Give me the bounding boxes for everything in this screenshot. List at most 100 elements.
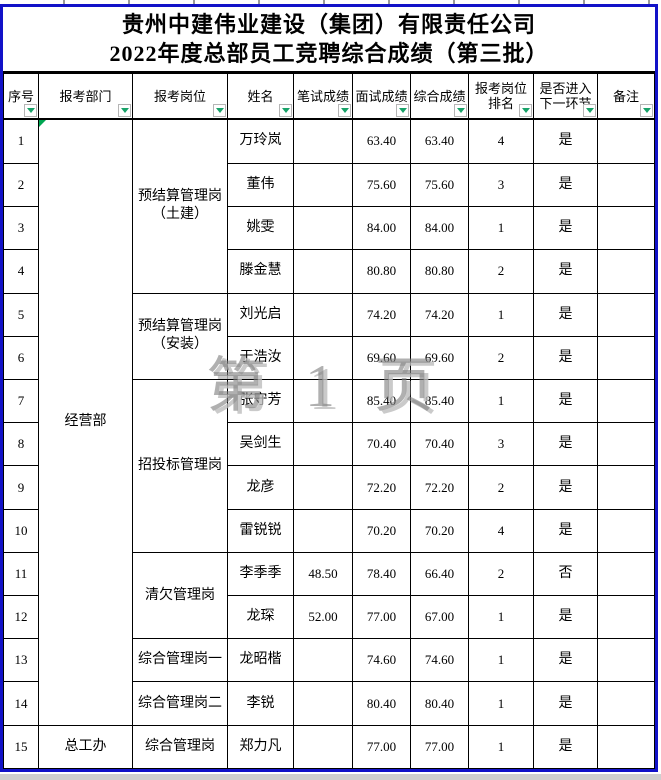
seq-cell[interactable]: 15 bbox=[3, 724, 39, 770]
written-score-cell[interactable] bbox=[293, 292, 353, 337]
seq-cell[interactable]: 5 bbox=[3, 292, 39, 337]
filter-dropdown-icon[interactable] bbox=[640, 104, 653, 117]
written-score-cell[interactable]: 52.00 bbox=[293, 595, 353, 640]
written-score-cell[interactable] bbox=[293, 378, 353, 424]
name-cell[interactable]: 郑力凡 bbox=[227, 724, 294, 770]
rank-cell[interactable]: 2 bbox=[468, 551, 534, 597]
name-cell[interactable]: 滕金慧 bbox=[227, 249, 294, 294]
seq-cell[interactable]: 7 bbox=[3, 378, 39, 424]
written-score-cell[interactable] bbox=[293, 508, 353, 553]
remarks-cell[interactable] bbox=[597, 292, 655, 337]
interview-score-cell[interactable]: 72.20 bbox=[352, 465, 411, 510]
rank-cell[interactable]: 3 bbox=[468, 422, 534, 467]
col-header-position[interactable]: 报考岗位 bbox=[132, 73, 228, 120]
advance-cell[interactable]: 是 bbox=[533, 465, 598, 510]
total-score-cell[interactable]: 80.80 bbox=[410, 249, 469, 294]
remarks-cell[interactable] bbox=[597, 422, 655, 467]
remarks-cell[interactable] bbox=[597, 118, 655, 164]
interview-score-cell[interactable]: 74.60 bbox=[352, 638, 411, 683]
col-header-department[interactable]: 报考部门 bbox=[38, 73, 133, 120]
position-cell[interactable]: 综合管理岗二 bbox=[132, 681, 228, 726]
position-cell[interactable]: 综合管理岗 bbox=[132, 724, 228, 770]
seq-cell[interactable]: 6 bbox=[3, 335, 39, 380]
name-cell[interactable]: 张守芳 bbox=[227, 378, 294, 424]
filter-dropdown-icon[interactable] bbox=[454, 104, 467, 117]
interview-score-cell[interactable]: 80.80 bbox=[352, 249, 411, 294]
filter-dropdown-icon[interactable] bbox=[519, 104, 532, 117]
seq-cell[interactable]: 2 bbox=[3, 162, 39, 208]
filter-dropdown-icon[interactable] bbox=[24, 104, 37, 117]
filter-dropdown-icon[interactable] bbox=[338, 104, 351, 117]
total-score-cell[interactable]: 80.40 bbox=[410, 681, 469, 726]
advance-cell[interactable]: 是 bbox=[533, 681, 598, 726]
name-cell[interactable]: 龙昭楷 bbox=[227, 638, 294, 683]
total-score-cell[interactable]: 69.60 bbox=[410, 335, 469, 380]
total-score-cell[interactable]: 84.00 bbox=[410, 206, 469, 251]
position-cell[interactable]: 预结算管理岗 （土建） bbox=[132, 118, 228, 294]
interview-score-cell[interactable]: 77.00 bbox=[352, 595, 411, 640]
written-score-cell[interactable] bbox=[293, 249, 353, 294]
written-score-cell[interactable] bbox=[293, 422, 353, 467]
name-cell[interactable]: 龙彦 bbox=[227, 465, 294, 510]
written-score-cell[interactable] bbox=[293, 638, 353, 683]
advance-cell[interactable]: 是 bbox=[533, 378, 598, 424]
col-header-interview-score[interactable]: 面试成绩 bbox=[352, 73, 411, 120]
position-cell[interactable]: 综合管理岗一 bbox=[132, 638, 228, 683]
interview-score-cell[interactable]: 78.40 bbox=[352, 551, 411, 597]
seq-cell[interactable]: 1 bbox=[3, 118, 39, 164]
name-cell[interactable]: 雷锐锐 bbox=[227, 508, 294, 553]
remarks-cell[interactable] bbox=[597, 681, 655, 726]
interview-score-cell[interactable]: 84.00 bbox=[352, 206, 411, 251]
advance-cell[interactable]: 是 bbox=[533, 595, 598, 640]
remarks-cell[interactable] bbox=[597, 724, 655, 770]
department-cell[interactable]: 经营部 bbox=[38, 118, 133, 726]
remarks-cell[interactable] bbox=[597, 638, 655, 683]
interview-score-cell[interactable]: 85.40 bbox=[352, 378, 411, 424]
written-score-cell[interactable] bbox=[293, 118, 353, 164]
name-cell[interactable]: 李锐 bbox=[227, 681, 294, 726]
advance-cell[interactable]: 是 bbox=[533, 508, 598, 553]
col-header-seq[interactable]: 序号 bbox=[3, 73, 39, 120]
total-score-cell[interactable]: 74.60 bbox=[410, 638, 469, 683]
col-header-name[interactable]: 姓名 bbox=[227, 73, 294, 120]
remarks-cell[interactable] bbox=[597, 335, 655, 380]
rank-cell[interactable]: 1 bbox=[468, 638, 534, 683]
remarks-cell[interactable] bbox=[597, 378, 655, 424]
written-score-cell[interactable] bbox=[293, 465, 353, 510]
written-score-cell[interactable] bbox=[293, 206, 353, 251]
remarks-cell[interactable] bbox=[597, 206, 655, 251]
total-score-cell[interactable]: 85.40 bbox=[410, 378, 469, 424]
seq-cell[interactable]: 4 bbox=[3, 249, 39, 294]
advance-cell[interactable]: 否 bbox=[533, 551, 598, 597]
interview-score-cell[interactable]: 77.00 bbox=[352, 724, 411, 770]
remarks-cell[interactable] bbox=[597, 465, 655, 510]
name-cell[interactable]: 万玲岚 bbox=[227, 118, 294, 164]
advance-cell[interactable]: 是 bbox=[533, 422, 598, 467]
filter-dropdown-icon[interactable] bbox=[583, 104, 596, 117]
rank-cell[interactable]: 1 bbox=[468, 595, 534, 640]
seq-cell[interactable]: 3 bbox=[3, 206, 39, 251]
remarks-cell[interactable] bbox=[597, 595, 655, 640]
written-score-cell[interactable] bbox=[293, 724, 353, 770]
advance-cell[interactable]: 是 bbox=[533, 638, 598, 683]
rank-cell[interactable]: 1 bbox=[468, 206, 534, 251]
col-header-written-score[interactable]: 笔试成绩 bbox=[293, 73, 353, 120]
col-header-remarks[interactable]: 备注 bbox=[597, 73, 655, 120]
seq-cell[interactable]: 14 bbox=[3, 681, 39, 726]
remarks-cell[interactable] bbox=[597, 162, 655, 208]
rank-cell[interactable]: 2 bbox=[468, 249, 534, 294]
name-cell[interactable]: 龙琛 bbox=[227, 595, 294, 640]
interview-score-cell[interactable]: 70.40 bbox=[352, 422, 411, 467]
written-score-cell[interactable] bbox=[293, 162, 353, 208]
rank-cell[interactable]: 1 bbox=[468, 378, 534, 424]
rank-cell[interactable]: 4 bbox=[468, 508, 534, 553]
rank-cell[interactable]: 4 bbox=[468, 118, 534, 164]
seq-cell[interactable]: 9 bbox=[3, 465, 39, 510]
name-cell[interactable]: 董伟 bbox=[227, 162, 294, 208]
filter-dropdown-icon[interactable] bbox=[118, 104, 131, 117]
total-score-cell[interactable]: 74.20 bbox=[410, 292, 469, 337]
rank-cell[interactable]: 2 bbox=[468, 465, 534, 510]
name-cell[interactable]: 李季季 bbox=[227, 551, 294, 597]
seq-cell[interactable]: 8 bbox=[3, 422, 39, 467]
rank-cell[interactable]: 3 bbox=[468, 162, 534, 208]
